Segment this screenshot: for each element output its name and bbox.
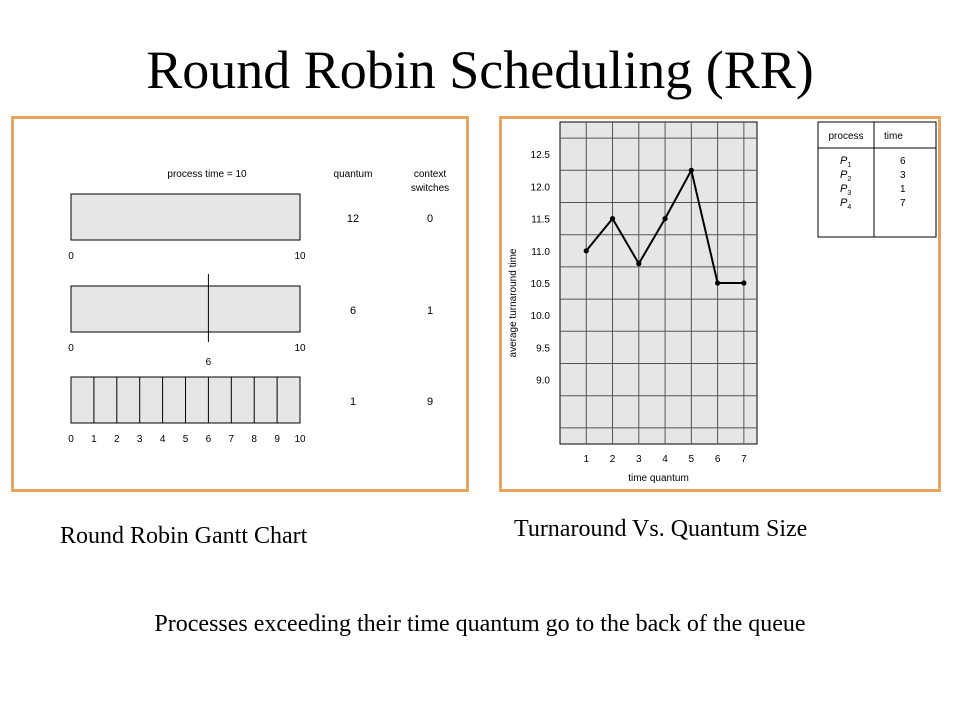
- chart-data-point: [715, 280, 721, 286]
- caption-gantt-chart: Round Robin Gantt Chart: [60, 523, 308, 549]
- slide-title: Round Robin Scheduling (RR): [146, 40, 814, 100]
- chart-y-tick-label: 12.5: [531, 150, 551, 161]
- gantt-tick-label: 10: [294, 343, 306, 354]
- chart-y-axis-label: average turnaround time: [508, 248, 519, 357]
- gantt-tick-label: 6: [206, 434, 212, 445]
- gantt-bar-2: [70, 285, 301, 333]
- gantt-header-switches: switches: [411, 183, 449, 194]
- chart-y-tick-label: 12.0: [531, 182, 551, 193]
- chart-data-point: [609, 216, 616, 222]
- gantt-tick-label: 2: [114, 434, 120, 445]
- gantt-chart-svg: process time = 10 quantum context switch…: [68, 169, 449, 445]
- chart-y-tick-label: 10.0: [531, 311, 551, 322]
- gantt-tick-label: 5: [183, 434, 189, 445]
- gantt-tick-label: 0: [68, 343, 74, 354]
- gantt-tick-label: 4: [160, 434, 166, 445]
- chart-y-tick-label: 10.5: [531, 279, 551, 290]
- gantt-header-quantum: quantum: [334, 169, 373, 180]
- process-table-time: 6: [900, 156, 906, 167]
- chart-data-point: [688, 167, 694, 173]
- gantt-switches-value: 1: [427, 305, 433, 317]
- gantt-switches-value: 9: [427, 396, 433, 408]
- gantt-tick-label: 10: [294, 251, 306, 262]
- gantt-tick-label: 8: [251, 434, 257, 445]
- chart-x-tick-label: 2: [610, 454, 616, 465]
- gantt-header-context: context: [414, 169, 446, 180]
- chart-y-tick-label: 9.5: [536, 343, 550, 354]
- gantt-tick-label: 6: [206, 357, 212, 368]
- process-table-time: 1: [900, 184, 906, 195]
- chart-y-tick-label: 11.0: [531, 247, 550, 258]
- process-table: [817, 121, 937, 238]
- gantt-quantum-value: 12: [347, 213, 359, 225]
- gantt-tick-label: 9: [274, 434, 280, 445]
- gantt-quantum-value: 1: [350, 396, 356, 408]
- gantt-tick-label: 0: [68, 434, 74, 445]
- chart-x-tick-label: 6: [715, 454, 721, 465]
- gantt-quantum-value: 6: [350, 305, 356, 317]
- chart-x-tick-label: 7: [741, 454, 747, 465]
- gantt-switches-value: 0: [427, 213, 433, 225]
- process-table-subscript: 2: [847, 176, 851, 183]
- process-table-header: time: [884, 131, 903, 142]
- chart-data-point: [583, 248, 589, 254]
- process-table-cell: P3: [840, 183, 851, 197]
- process-table-cell: P2: [840, 169, 851, 183]
- chart-x-tick-label: 5: [689, 454, 695, 465]
- footer-note: Processes exceeding their time quantum g…: [154, 611, 806, 637]
- gantt-tick-label: 0: [68, 251, 74, 262]
- chart-y-tick-label: 9.0: [536, 376, 550, 387]
- turnaround-chart-svg: 9.0 9.5 10.0 10.5 11.0 11.5 12.0 12.5 1 2 3 4 5 6 7 tim…: [508, 121, 937, 484]
- process-table-cell: P1: [840, 155, 851, 169]
- turnaround-chart-figure: 9.0 9.5 10.0 10.5 11.0 11.5 12.0 12.5 1 2 3 4 5 6 7 tim…: [499, 116, 941, 492]
- process-table-header: process: [828, 131, 863, 142]
- caption-turnaround-chart: Turnaround Vs. Quantum Size: [514, 516, 808, 542]
- gantt-bar-1: [70, 193, 301, 241]
- process-table-subscript: 1: [847, 162, 851, 169]
- chart-data-point: [662, 216, 668, 222]
- gantt-tick-label: 1: [91, 434, 97, 445]
- process-table-time: 7: [900, 198, 906, 209]
- chart-x-tick-label: 1: [583, 454, 589, 465]
- process-table-cell: P4: [840, 197, 851, 211]
- process-table-subscript: 3: [847, 190, 851, 197]
- chart-data-point: [741, 280, 747, 286]
- process-table-subscript: 4: [847, 204, 851, 211]
- chart-y-tick-label: 11.5: [531, 215, 550, 226]
- gantt-tick-label: 3: [137, 434, 143, 445]
- gantt-tick-label: 7: [229, 434, 235, 445]
- gantt-tick-label: 10: [294, 434, 306, 445]
- chart-x-tick-label: 4: [662, 454, 668, 465]
- chart-x-axis-label: time quantum: [628, 473, 689, 484]
- chart-data-point: [636, 261, 642, 267]
- process-table-time: 3: [900, 170, 906, 181]
- chart-x-tick-label: 3: [636, 454, 642, 465]
- gantt-chart-figure: process time = 10 quantum context switch…: [11, 116, 469, 492]
- gantt-header-process-time: process time = 10: [167, 169, 247, 180]
